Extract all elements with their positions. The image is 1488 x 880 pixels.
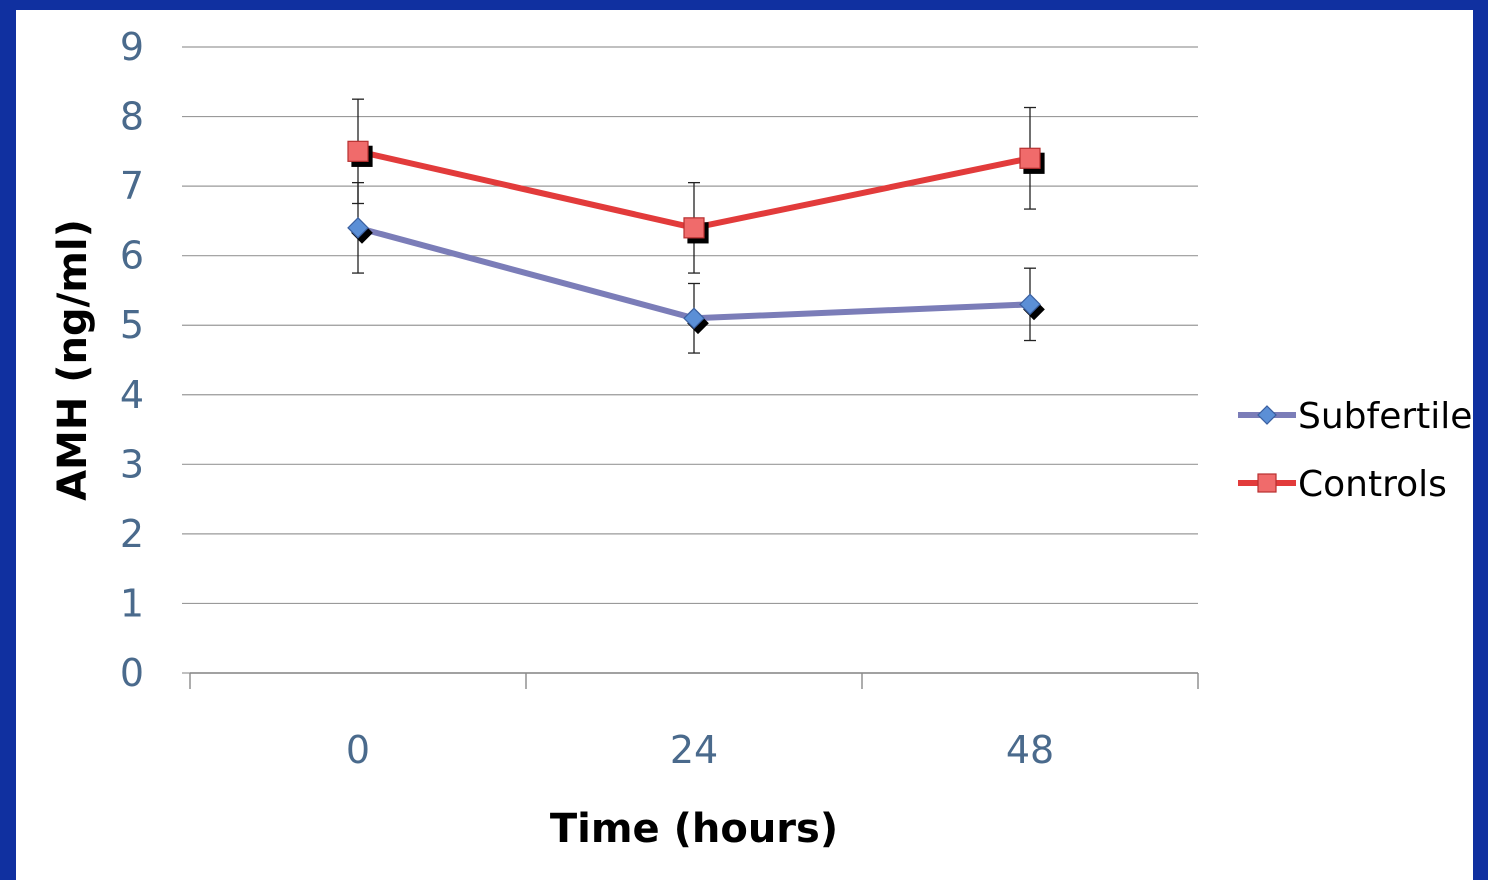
y-tick-label: 3 xyxy=(120,442,144,486)
subfertile-data-point xyxy=(347,216,369,239)
x-tick-label: 24 xyxy=(670,728,718,772)
legend-label-controls: Controls xyxy=(1298,464,1447,505)
y-tick-label: 2 xyxy=(120,512,144,556)
y-axis-title: AMH (ng/ml) xyxy=(50,219,96,501)
y-tick-label: 9 xyxy=(120,25,144,69)
x-axis-title: Time (hours) xyxy=(550,806,838,852)
y-tick-label: 0 xyxy=(120,651,144,695)
legend-marker-subfertile xyxy=(1257,405,1277,425)
line-chart: 0 1 2 3 4 5 6 7 8 9 0 24 48 Time (hours) AMH (ng/ml) Su… xyxy=(50,25,1472,852)
chart-panel: 0 1 2 3 4 5 6 7 8 9 0 24 48 Time (hours) AMH (ng/ml) Su… xyxy=(16,10,1473,880)
controls-data-point xyxy=(1019,147,1041,169)
y-tick-label: 5 xyxy=(120,303,144,347)
y-tick-label: 1 xyxy=(120,581,144,625)
controls-data-point xyxy=(683,217,705,239)
y-tick-label: 6 xyxy=(120,234,144,278)
subfertile-data-point xyxy=(683,307,705,330)
x-tick-label: 0 xyxy=(346,728,370,772)
y-tick-label: 4 xyxy=(120,373,144,417)
x-tick-label: 48 xyxy=(1006,728,1054,772)
legend-marker-controls xyxy=(1257,473,1277,493)
controls-data-point xyxy=(347,140,369,162)
y-tick-label: 7 xyxy=(120,164,144,208)
subfertile-data-point xyxy=(1019,293,1041,316)
y-tick-label: 8 xyxy=(120,95,144,139)
legend-label-subfertile: Subfertile xyxy=(1298,396,1472,437)
